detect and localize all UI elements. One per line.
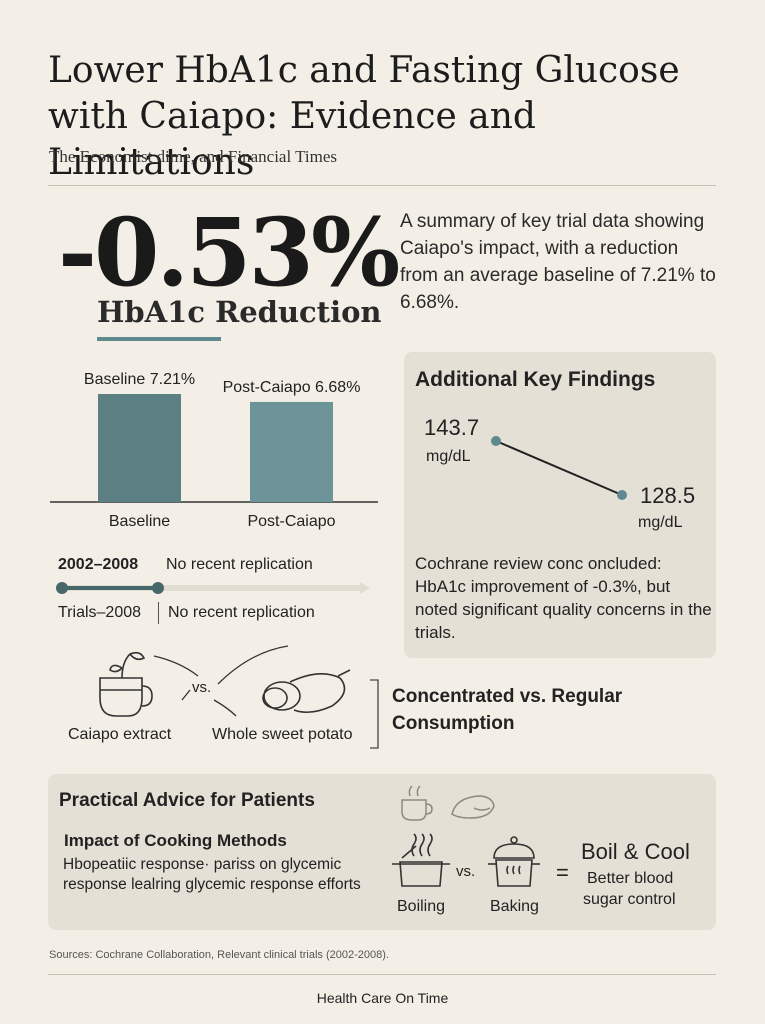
- timeline-start-dot: [56, 582, 68, 594]
- bar-category-label: Baseline: [109, 513, 170, 530]
- tea-cup-icon: [401, 785, 433, 821]
- bar-data-label: Post-Caiapo 6.68%: [223, 379, 361, 396]
- hba1c-bar-chart: Baseline 7.21% Baseline Post-Caiapo 6.68% P…: [50, 371, 378, 530]
- trial-timeline: 2002–2008 No recent replication Trials–2…: [50, 552, 380, 632]
- timeline-divider: [158, 602, 159, 624]
- timeline-range-label: 2002–2008: [58, 556, 139, 573]
- headline-stat-label: HbA1c Reduction: [97, 295, 382, 329]
- sources-note: Sources: Cochrane Collaboration, Relevan…: [49, 949, 389, 961]
- cooking-illustration: Boiling vs. Baking = Boil & Cool Better …: [392, 785, 690, 915]
- timeline-arrow-icon: [360, 582, 370, 594]
- footer-divider: [48, 974, 716, 975]
- headline-stat-value: -0.53%: [58, 198, 400, 308]
- comparison-illustration: vs.: [99, 645, 351, 717]
- header-divider: [48, 185, 716, 186]
- cooking-methods-title: Impact of Cooking Methods: [64, 831, 287, 850]
- infographic-title: Lower HbA1c and Fasting Glucose with Cai…: [48, 50, 680, 183]
- glucose-point: [491, 436, 501, 446]
- timeline-track: [56, 582, 370, 594]
- bar-category-label: Post-Caiapo: [247, 513, 335, 530]
- footer-brand: Health Care On Time: [316, 990, 449, 1006]
- result-line-1: Better blood: [587, 870, 673, 887]
- timeline-start-label: Trials–2008: [58, 604, 142, 621]
- sweet-potato-small-icon: [451, 795, 495, 819]
- timeline-top-note: No recent replication: [166, 556, 313, 573]
- caiapo-extract-label: Caiapo extract: [68, 726, 172, 743]
- timeline-bottom-note: No recent replication: [168, 604, 315, 621]
- bar-baseline: [98, 394, 181, 502]
- summary-text: A summary of key trial data showing Caia…: [400, 211, 716, 313]
- cooking-methods-body: Hbopeatiic response· pariss on glycemic …: [63, 856, 361, 893]
- result-line-2: sugar control: [583, 891, 676, 908]
- comparison-bracket: [370, 679, 379, 749]
- advice-title: Practical Advice for Patients: [59, 790, 315, 811]
- glucose-unit-label: mg/dL: [638, 514, 683, 531]
- boiling-pot-icon: [392, 833, 450, 887]
- bar-data-label: Baseline 7.21%: [84, 371, 195, 388]
- glucose-series-line: [495, 440, 623, 496]
- baking-label: Baking: [490, 898, 539, 915]
- advice-panel: [48, 774, 716, 930]
- timeline-end-dot: [152, 582, 164, 594]
- glucose-value-label: 143.7: [424, 415, 479, 440]
- cochrane-note: Cochrane review conc oncluded: HbA1c imp…: [415, 554, 712, 642]
- equals-sign: =: [556, 860, 569, 885]
- glucose-point: [617, 490, 627, 500]
- boiling-label: Boiling: [397, 898, 445, 915]
- cooking-vs-label: vs.: [456, 863, 475, 880]
- consumption-title: Concentrated vs. Regular Consumption: [392, 686, 623, 734]
- bar-post-caiapo: [250, 401, 333, 502]
- stat-underline: [97, 337, 221, 341]
- consumption-comparison: vs. Caiapo extract Whole sweet potato: [50, 640, 730, 760]
- sweet-potato-label: Whole sweet potato: [212, 726, 353, 743]
- fasting-glucose-chart: 143.7 mg/dL 128.5 mg/dL: [424, 415, 695, 531]
- glucose-unit-label: mg/dL: [426, 448, 471, 465]
- findings-title: Additional Key Findings: [415, 368, 656, 391]
- glucose-value-label: 128.5: [640, 483, 695, 508]
- sweet-potato-icon: [262, 669, 351, 714]
- boil-cool-title: Boil & Cool: [581, 839, 690, 864]
- covered-pot-icon: [488, 836, 540, 887]
- findings-panel: [404, 352, 716, 658]
- infographic-subtitle: The Economist dime, and Financial Times: [49, 147, 338, 166]
- comparison-vs-label: vs.: [192, 679, 211, 696]
- extract-jar-icon: [99, 651, 153, 717]
- versus-lines: [153, 645, 289, 717]
